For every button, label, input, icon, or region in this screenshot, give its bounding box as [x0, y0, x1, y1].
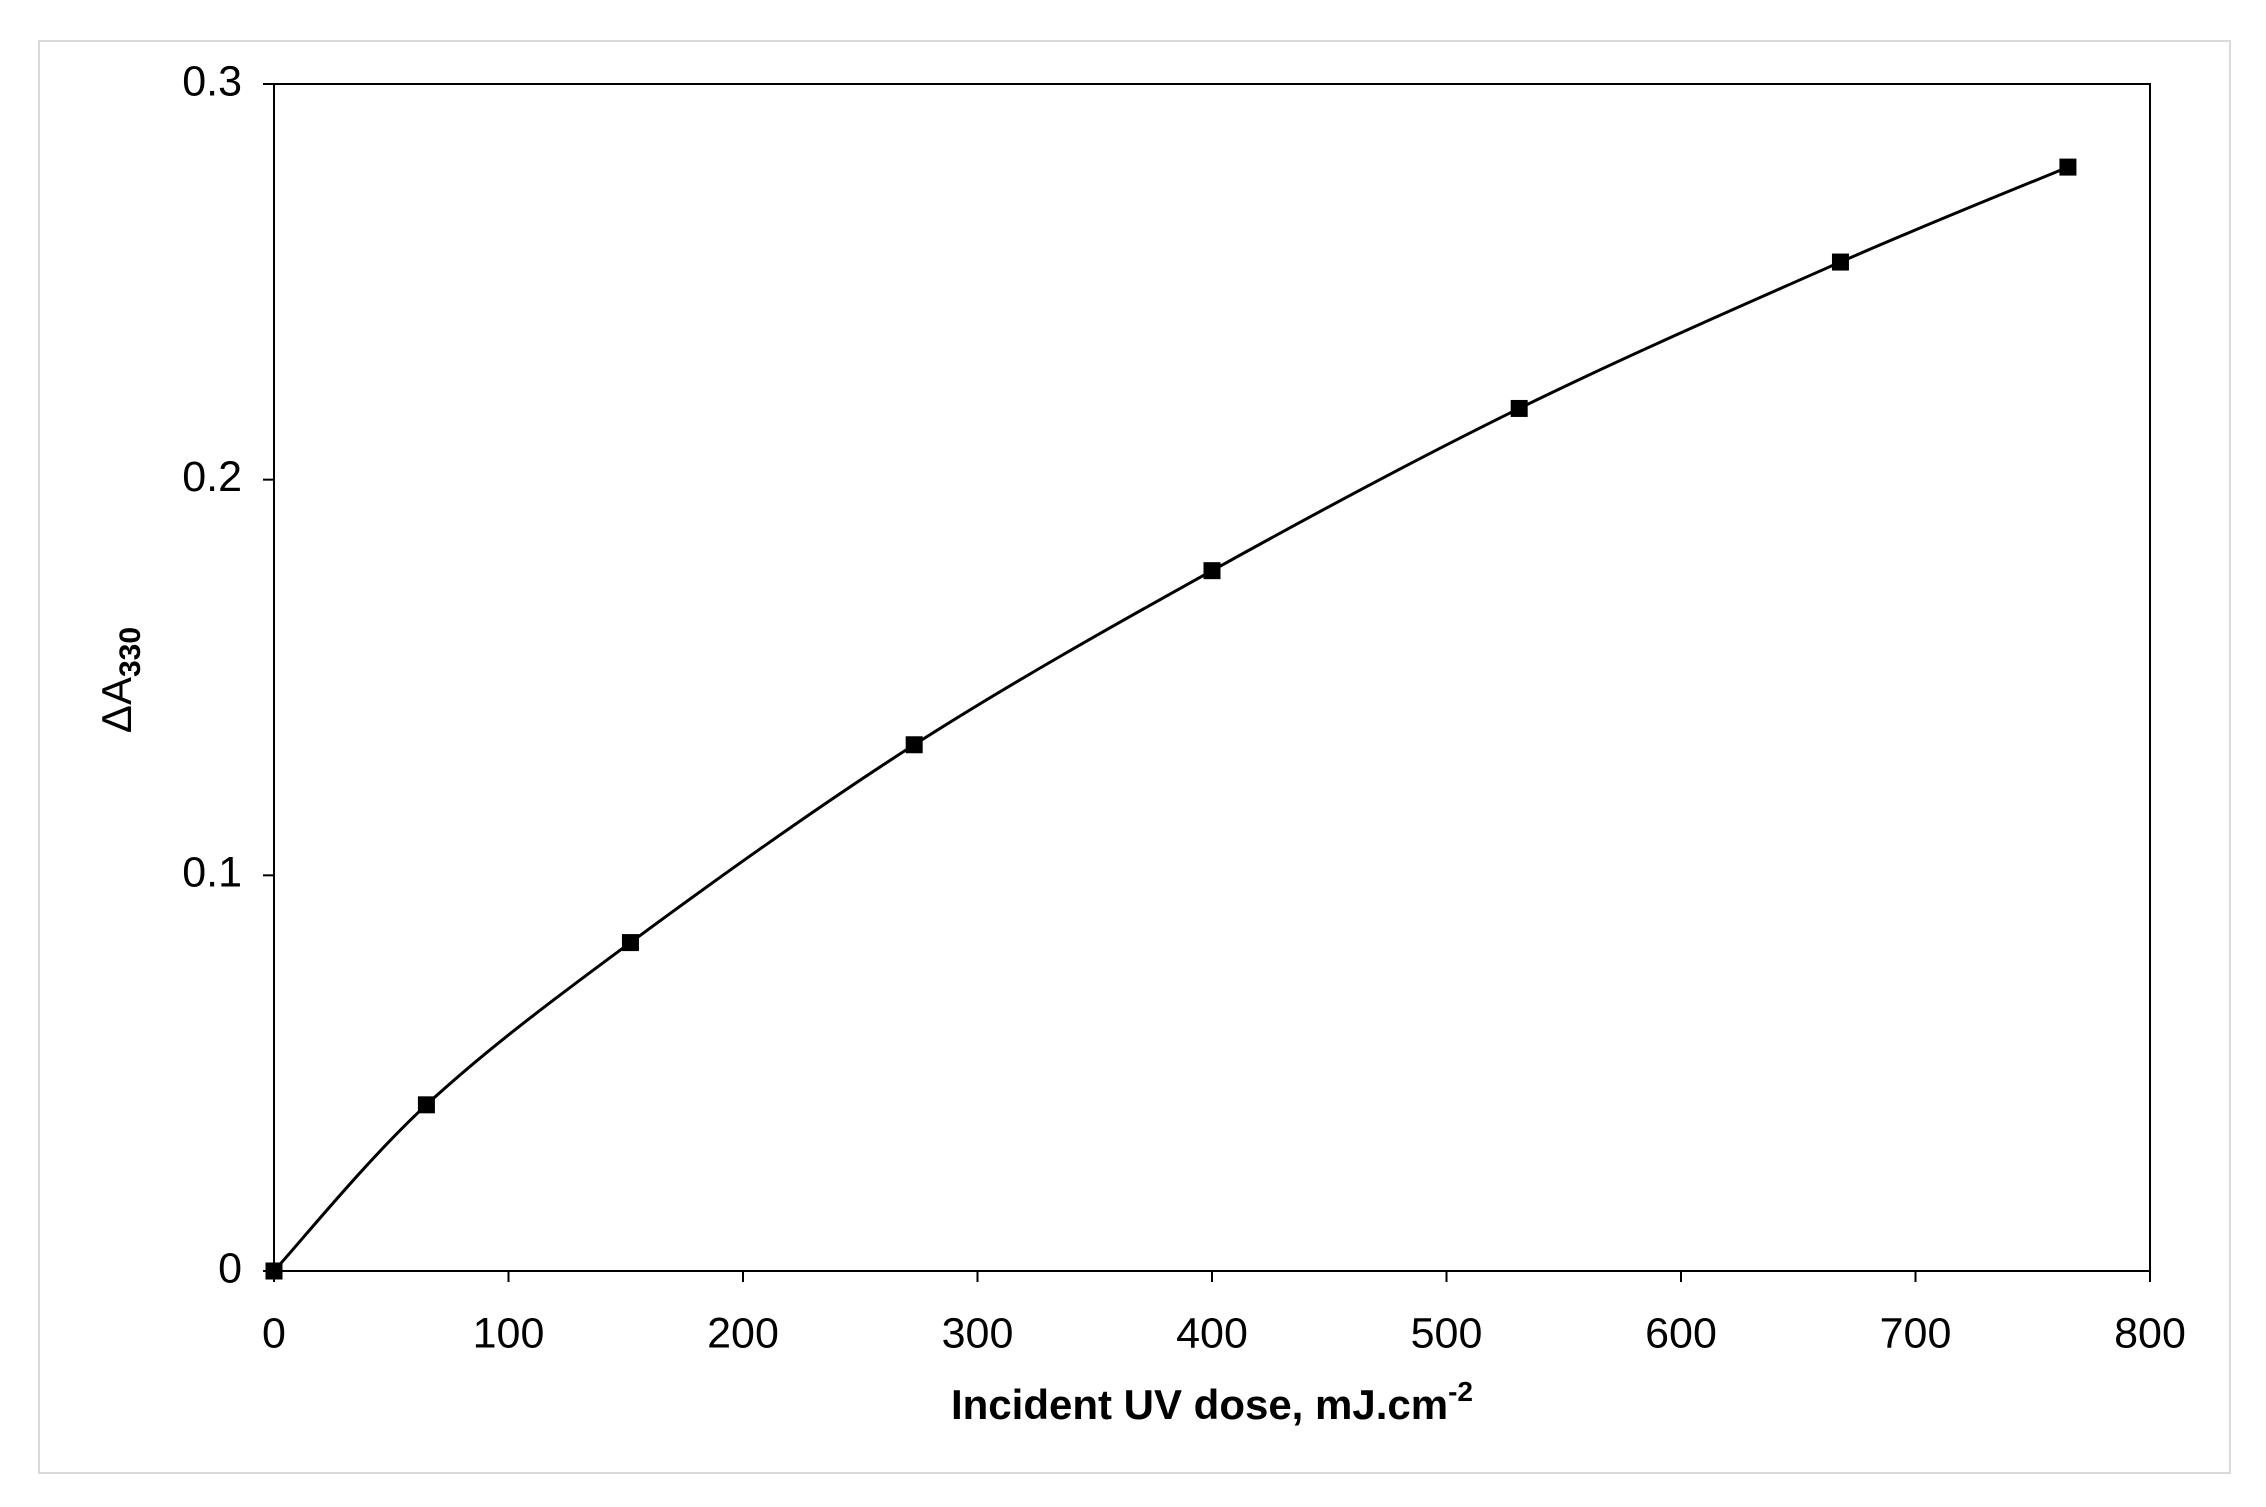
x-tick-label: 800 [2114, 1309, 2186, 1357]
x-tick-label: 200 [707, 1309, 779, 1357]
y-tick-label: 0.1 [182, 849, 242, 897]
x-axis-label-sup: -2 [1448, 1376, 1473, 1407]
x-tick-label: 300 [942, 1309, 1014, 1357]
x-tick-label: 400 [1176, 1309, 1248, 1357]
y-axis-label: ΔA330 [93, 627, 147, 733]
data-point [621, 934, 639, 952]
y-tick-label: 0.2 [182, 453, 242, 501]
y-axis-label-main: ΔA [93, 677, 140, 733]
x-tick-label: 500 [1411, 1309, 1483, 1357]
x-axis-label: Incident UV dose, mJ.cm-2 [951, 1376, 1473, 1428]
x-tick-label: 0 [262, 1309, 286, 1357]
data-point [1510, 399, 1528, 417]
data-point [417, 1096, 435, 1114]
x-tick-label: 100 [473, 1309, 545, 1357]
chart-frame [38, 40, 2231, 1474]
data-point [905, 736, 923, 754]
y-tick-label: 0.3 [182, 57, 242, 105]
data-point [1203, 562, 1221, 580]
data-point [265, 1262, 283, 1280]
y-tick-label: 0 [218, 1244, 242, 1292]
x-tick-label: 600 [1645, 1309, 1717, 1357]
data-point [2059, 158, 2077, 176]
data-line [272, 165, 2069, 1273]
x-axis-label-main: Incident UV dose, mJ.cm [951, 1381, 1448, 1428]
y-axis-label-sub: 330 [114, 627, 147, 677]
x-tick-label: 700 [1880, 1309, 1952, 1357]
data-point [1831, 253, 1849, 271]
